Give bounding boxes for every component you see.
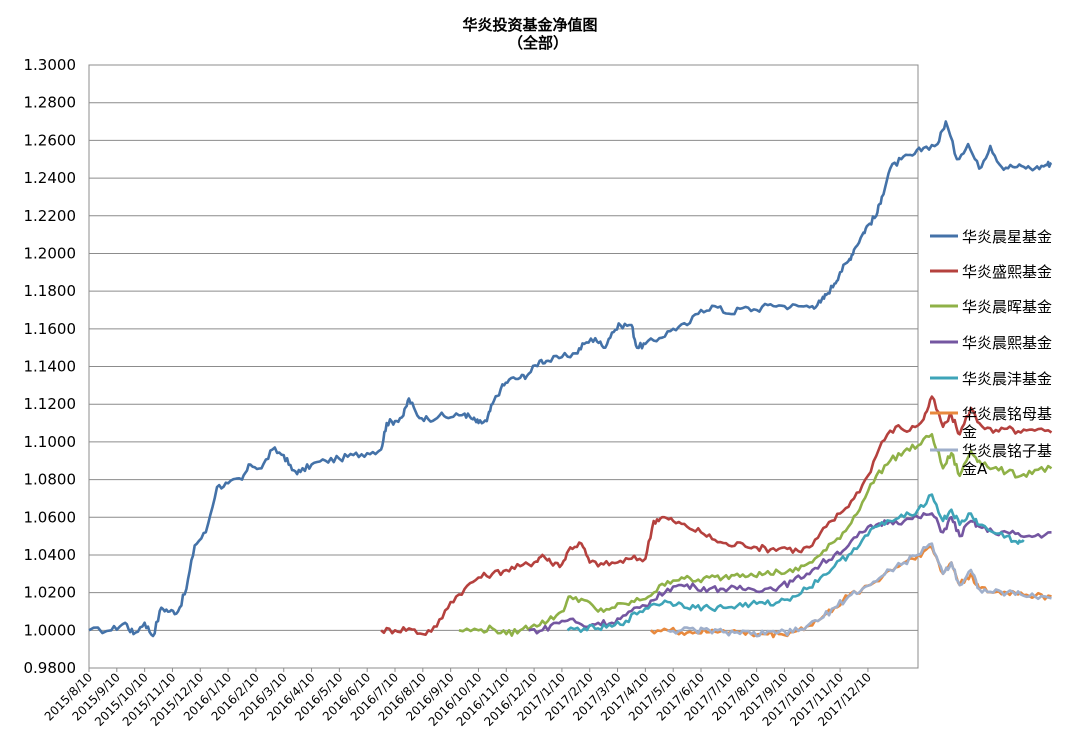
grid-lines bbox=[88, 64, 919, 669]
y-tick-label: 1.0200 bbox=[24, 584, 77, 602]
legend-label: 华炎盛熙基金 bbox=[962, 263, 1052, 281]
legend-label: 金A bbox=[962, 460, 988, 478]
chart-title: 华炎投资基金净值图 bbox=[462, 16, 597, 34]
y-tick-label: 1.1800 bbox=[24, 282, 77, 300]
y-tick-label: 1.2000 bbox=[24, 244, 77, 262]
y-tick-label: 1.2200 bbox=[24, 207, 77, 225]
y-tick-label: 1.1200 bbox=[24, 395, 77, 413]
series-line bbox=[528, 512, 1052, 635]
legend: 华炎晨星基金华炎盛熙基金华炎晨晖基金华炎晨熙基金华炎晨沣基金华炎晨铭母基金华炎晨… bbox=[930, 228, 1052, 478]
y-tick-label: 1.0400 bbox=[24, 546, 77, 564]
legend-label: 华炎晨熙基金 bbox=[962, 334, 1052, 352]
series-line bbox=[458, 433, 1053, 637]
y-tick-label: 1.1400 bbox=[24, 358, 77, 376]
y-tick-label: 1.2800 bbox=[24, 94, 77, 112]
y-tick-label: 1.3000 bbox=[24, 56, 77, 74]
legend-label: 华炎晨沣基金 bbox=[962, 370, 1052, 388]
legend-label: 华炎晨星基金 bbox=[962, 228, 1052, 246]
y-tick-label: 1.1600 bbox=[24, 320, 77, 338]
legend-label: 华炎晨铭母基 bbox=[962, 405, 1052, 423]
y-tick-label: 1.1000 bbox=[24, 433, 77, 451]
series-line bbox=[566, 493, 1025, 633]
y-tick-label: 1.2600 bbox=[24, 131, 77, 149]
series-line bbox=[667, 542, 1052, 638]
y-tick-label: 1.0600 bbox=[24, 508, 77, 526]
series-line bbox=[88, 120, 1053, 638]
y-tick-label: 1.0000 bbox=[24, 621, 77, 639]
legend-label: 华炎晨铭子基 bbox=[962, 442, 1052, 460]
x-axis-ticks: 2015/8/102015/9/102015/10/102015/11/1020… bbox=[42, 668, 874, 729]
y-axis-ticks: 0.9800 1.0000 1.0200 1.0400 1.0600 1.0800 1.10… bbox=[24, 56, 77, 677]
legend-label: 金 bbox=[962, 423, 977, 441]
y-tick-label: 0.9800 bbox=[24, 659, 77, 677]
legend-label: 华炎晨晖基金 bbox=[962, 298, 1052, 316]
series-lines bbox=[88, 120, 1053, 639]
y-tick-label: 1.2400 bbox=[24, 169, 77, 187]
chart-subtitle: （全部） bbox=[508, 34, 568, 52]
series-line bbox=[380, 395, 1053, 636]
y-tick-label: 1.0800 bbox=[24, 471, 77, 489]
